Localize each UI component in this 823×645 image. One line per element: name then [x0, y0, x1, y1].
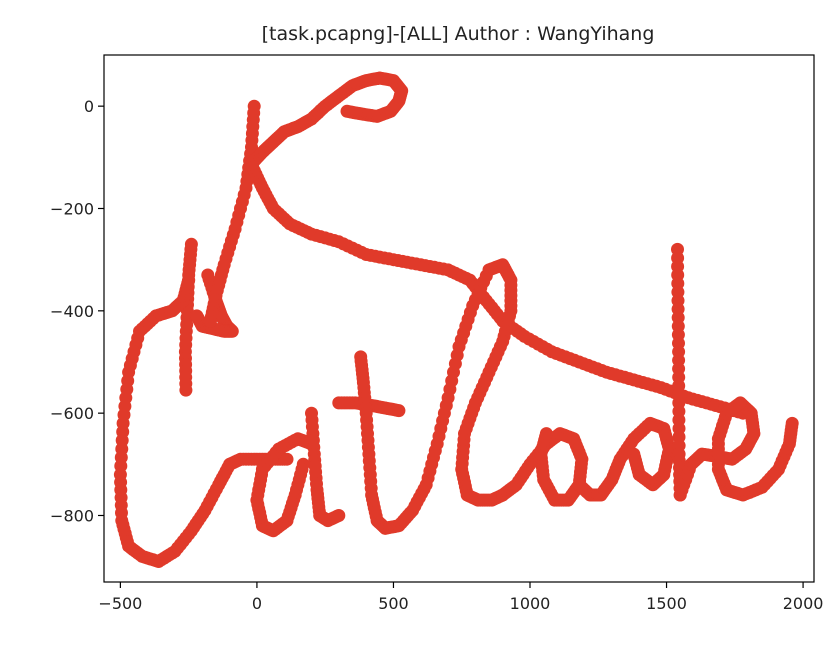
- data-point: [280, 452, 294, 466]
- data-point: [340, 104, 354, 118]
- chart-title: [task.pcapng]-[ALL] Author : WangYihang: [262, 23, 655, 45]
- data-point: [785, 416, 799, 430]
- data-point: [190, 309, 204, 323]
- x-tick-label: 0: [252, 594, 262, 613]
- plot-area: [113, 71, 799, 568]
- data-point: [179, 383, 193, 397]
- y-tick-label: −800: [50, 506, 94, 525]
- y-tick-label: −200: [50, 199, 94, 218]
- axes-frame: [103, 54, 815, 583]
- x-axis: −500 0 500 1000 1500 2000: [98, 582, 823, 613]
- data-point: [204, 314, 217, 328]
- y-tick-label: 0: [84, 97, 94, 116]
- data-point: [332, 509, 346, 522]
- data-point: [392, 404, 406, 418]
- x-tick-label: 1500: [646, 594, 687, 613]
- x-tick-label: 2000: [783, 594, 823, 613]
- y-axis: 0 −200 −400 −600 −800: [50, 97, 104, 525]
- y-tick-label: −400: [50, 302, 94, 321]
- y-tick-label: −600: [50, 404, 94, 423]
- x-tick-label: 500: [378, 594, 409, 613]
- data-point: [539, 427, 553, 441]
- x-tick-label: 1000: [510, 594, 551, 613]
- data-point: [627, 447, 641, 461]
- x-tick-label: −500: [98, 594, 142, 613]
